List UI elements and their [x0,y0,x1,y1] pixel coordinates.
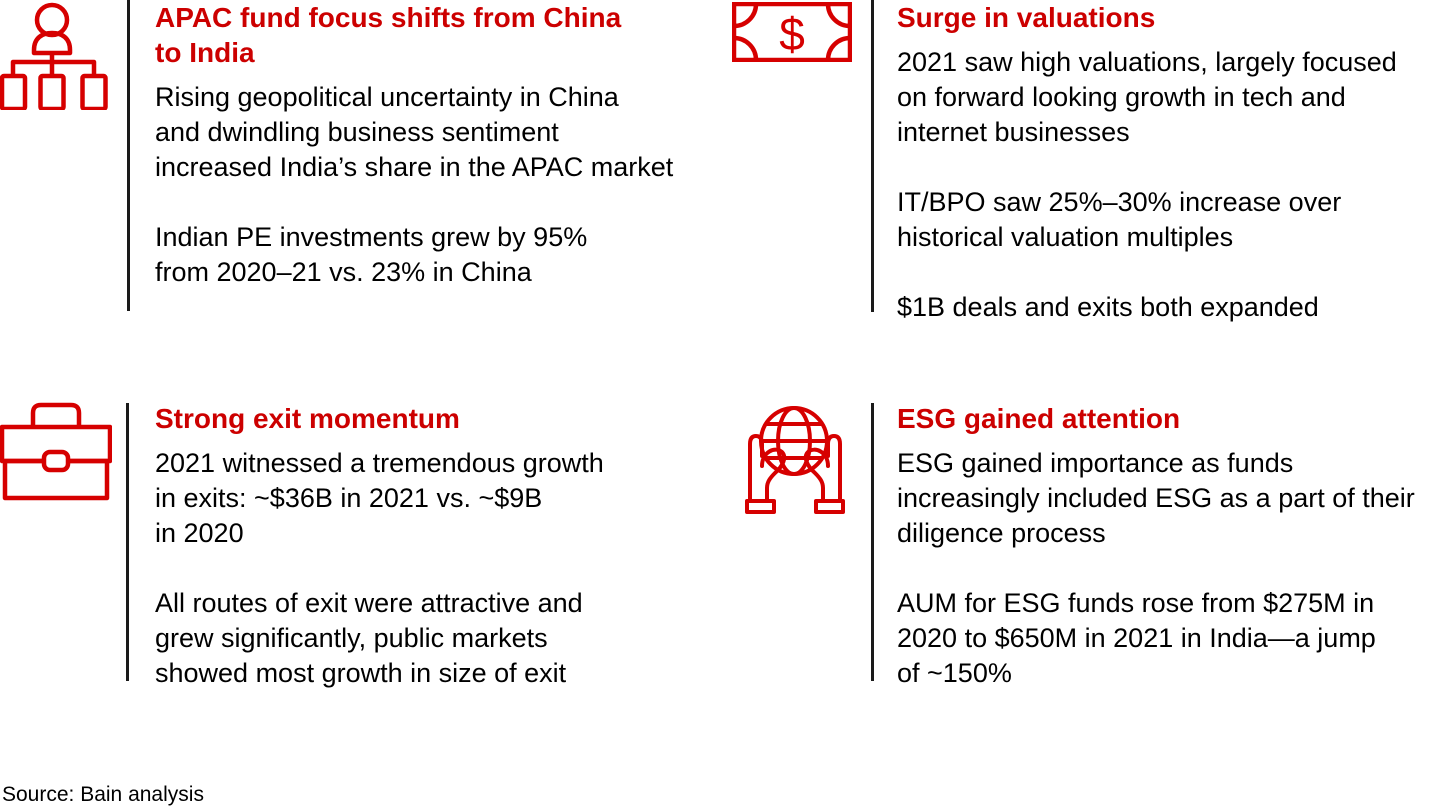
card-paragraph: ESG gained importance as funds increasin… [897,448,1415,548]
vertical-divider [127,0,130,311]
banknote-icon: $ [732,2,852,62]
dollar-sign-glyph: $ [779,8,805,60]
card-paragraph: 2021 witnessed a tremendous growth in ex… [155,448,604,548]
card-exit-momentum: Strong exit momentum 2021 witnessed a tr… [0,401,720,691]
card-title: APAC fund focus shifts from China to Ind… [155,2,622,68]
card-paragraph: All routes of exit were attractive and g… [155,588,583,688]
card-paragraph: IT/BPO saw 25%–30% increase over histori… [897,187,1342,252]
card-paragraph: 2021 saw high valuations, largely focuse… [897,47,1397,147]
card-paragraph: $1B deals and exits both expanded [897,292,1319,322]
card-surge-valuations: $ Surge in valuations 2021 saw high valu… [720,0,1440,330]
vertical-divider [871,403,874,681]
card-esg-attention: ESG gained attention ESG gained importan… [720,401,1440,691]
card-apac-fund-shift: APAC fund focus shifts from China to Ind… [0,0,720,330]
card-title: Strong exit momentum [155,403,460,434]
vertical-divider [126,403,129,681]
card-paragraph: Indian PE investments grew by 95% from 2… [155,222,588,287]
card-title: ESG gained attention [897,403,1181,434]
source-note: Source: Bain analysis [2,783,204,806]
card-paragraph: Rising geopolitical uncertainty in China… [155,82,674,182]
org-chart-icon [0,2,110,110]
card-paragraph: AUM for ESG funds rose from $275M in 202… [897,588,1376,688]
card-title: Surge in valuations [897,2,1156,33]
hands-globe-icon [737,404,853,516]
briefcase-icon [0,401,112,501]
vertical-divider [871,0,874,312]
